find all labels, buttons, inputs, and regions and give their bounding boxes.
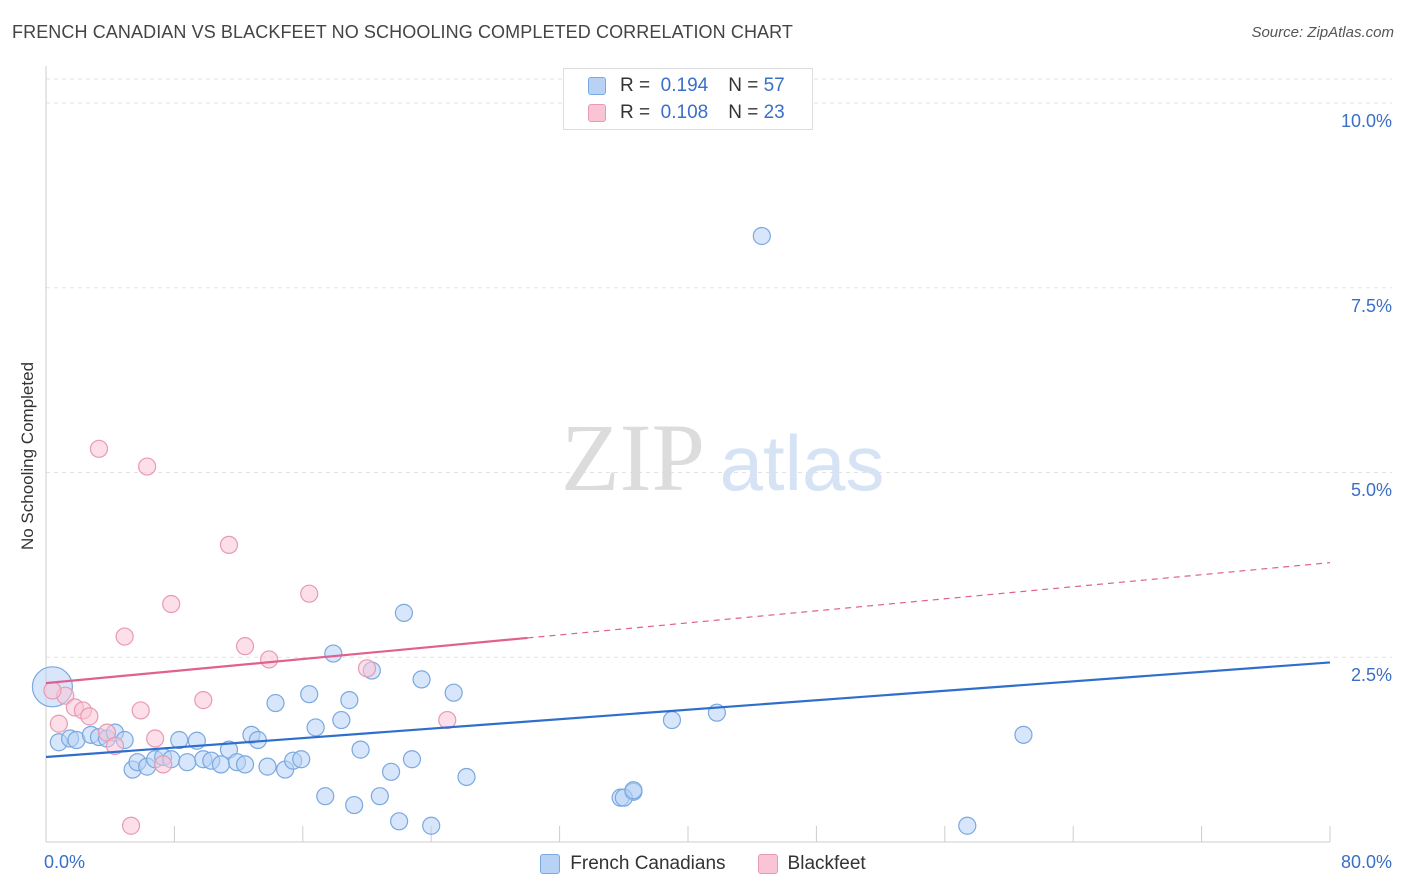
trend-line-blackfeet — [45, 636, 528, 685]
trend-line-french-canadians — [45, 661, 1331, 759]
data-point — [316, 787, 335, 806]
data-point — [105, 736, 125, 756]
series-legend: French Canadians Blackfeet — [0, 852, 1406, 876]
n-value: 57 — [763, 75, 785, 96]
data-point — [306, 718, 325, 737]
data-point — [412, 670, 431, 689]
source-credit: Source: ZipAtlas.com — [1251, 24, 1394, 41]
data-point — [300, 584, 319, 603]
data-point — [662, 710, 682, 730]
data-point — [235, 637, 255, 656]
data-point — [345, 795, 364, 815]
data-point — [300, 685, 319, 704]
y-tick-label: 2.5% — [1350, 665, 1392, 686]
data-point — [266, 693, 285, 713]
data-point — [624, 781, 643, 800]
legend-label: French Canadians — [570, 853, 726, 874]
watermark-zip: ZIP — [561, 404, 705, 511]
data-point — [958, 816, 977, 835]
data-point — [438, 710, 457, 730]
stats-legend: R = 0.194 N = 57 R = 0.108 N = 23 — [563, 68, 813, 130]
data-point — [115, 627, 134, 646]
legend-label: Blackfeet — [787, 853, 866, 874]
data-point — [390, 812, 409, 831]
r-value: 0.108 — [660, 102, 709, 123]
data-point — [444, 683, 463, 702]
data-point — [370, 787, 389, 806]
data-point — [351, 740, 370, 759]
data-point — [219, 535, 239, 555]
data-point — [235, 755, 255, 774]
r-value: 0.194 — [660, 75, 709, 96]
n-key: N = — [728, 75, 759, 96]
data-point — [324, 644, 343, 663]
y-tick-label: 10.0% — [1340, 110, 1392, 131]
data-point — [194, 691, 213, 710]
data-point — [457, 767, 476, 787]
trend-lines — [45, 562, 1331, 759]
data-point — [340, 691, 359, 710]
data-point — [332, 710, 351, 730]
x-tick-label-min: 0.0% — [44, 852, 86, 872]
legend-swatch-blue — [588, 77, 606, 95]
data-point — [292, 750, 311, 769]
data-point — [80, 707, 99, 726]
data-point — [89, 439, 109, 458]
data-point — [146, 729, 165, 748]
data-point — [381, 762, 401, 781]
data-point — [154, 755, 173, 774]
series-blackfeet-points — [43, 439, 457, 835]
legend-swatch-pink — [588, 104, 606, 122]
legend-item-blackfeet[interactable]: Blackfeet — [757, 853, 866, 875]
r-key: R = — [620, 102, 651, 123]
data-point — [1014, 725, 1033, 744]
y-tick-label: 7.5% — [1350, 295, 1392, 316]
data-point — [259, 650, 279, 669]
data-point — [170, 730, 189, 750]
n-value: 23 — [763, 102, 785, 123]
r-key: R = — [620, 75, 651, 96]
data-point — [402, 750, 422, 769]
series-french-canadians-points — [31, 226, 1033, 835]
data-point — [97, 723, 117, 742]
watermark-atlas: atlas — [720, 419, 885, 507]
trend-line-blackfeet-extrapolated — [527, 562, 1331, 639]
data-point — [178, 753, 197, 772]
legend-swatch-blue — [540, 854, 561, 874]
data-point — [394, 603, 414, 622]
data-point — [752, 226, 771, 246]
data-point — [121, 816, 141, 835]
n-key: N = — [728, 102, 759, 123]
data-point — [357, 659, 377, 678]
data-point — [422, 816, 441, 835]
data-point — [43, 681, 62, 700]
data-point — [138, 457, 157, 476]
y-tick-label: 5.0% — [1350, 480, 1392, 501]
data-point — [258, 757, 277, 776]
data-point — [49, 714, 68, 733]
legend-swatch-pink — [757, 854, 778, 874]
stats-legend-row-blackfeet: R = 0.108 N = 23 — [588, 101, 785, 125]
x-tick-label-max: 80.0% — [1340, 852, 1392, 872]
grid-lines — [46, 78, 1392, 658]
data-point — [162, 594, 181, 614]
data-point — [131, 701, 150, 720]
chart-title: FRENCH CANADIAN VS BLACKFEET NO SCHOOLIN… — [12, 22, 794, 42]
stats-legend-row-french-canadians: R = 0.194 N = 57 — [588, 74, 785, 98]
legend-item-french-canadians[interactable]: French Canadians — [540, 853, 726, 875]
